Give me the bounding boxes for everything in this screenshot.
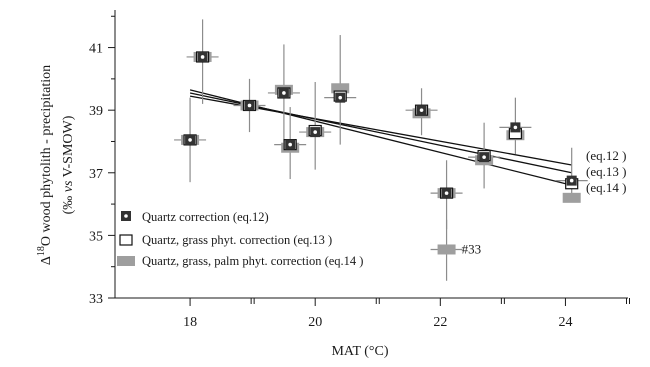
y-axis-label: Δ18O wood phytolith - precipitation (‰ v…: [36, 65, 76, 265]
regression-labels: (eq.12 )(eq.13 )(eq.14 ): [586, 148, 626, 195]
regression-label: (eq.13 ): [586, 164, 626, 179]
y-axis-label-sup: 18: [36, 246, 47, 256]
marker-eq14: [437, 244, 456, 255]
regression-label: (eq.14 ): [586, 180, 626, 195]
marker-eq12-dot: [282, 91, 286, 95]
x-tick-label: 22: [433, 315, 447, 330]
data-markers: [181, 51, 581, 255]
y-axis-label-unit-b: V-SMOW): [61, 115, 76, 180]
y-tick-label: 33: [89, 292, 103, 307]
x-tick-label: 24: [558, 315, 572, 330]
legend: Quartz correction (eq.12) Quartz, grass p…: [117, 210, 363, 268]
svg-text:(‰ vs V-SMOW): (‰ vs V-SMOW): [61, 115, 76, 214]
marker-eq12-dot: [482, 155, 486, 159]
legend-swatch-eq13: [119, 234, 133, 246]
marker-eq12-dot: [419, 108, 424, 112]
y-axis-label-delta: Δ: [39, 256, 54, 265]
marker-eq12-dot: [513, 125, 518, 130]
legend-swatch-eq14: [117, 256, 135, 266]
marker-eq12-dot: [188, 138, 192, 142]
y-axis-label-rest: O wood phytolith - precipitation: [39, 65, 54, 246]
y-tick-label: 37: [89, 167, 103, 182]
marker-eq12-dot: [338, 95, 343, 100]
y-tick-label: 41: [89, 42, 103, 57]
marker-eq12-dot: [200, 55, 205, 59]
marker-eq12-dot: [313, 130, 317, 134]
x-tick-label: 18: [183, 315, 197, 330]
regression-label: (eq.12 ): [586, 148, 626, 163]
marker-eq12-dot: [444, 191, 449, 195]
x-axis-label: MAT (°C): [331, 344, 388, 359]
annotation-label: #33: [462, 241, 482, 256]
x-tick-label: 20: [308, 315, 322, 330]
marker-eq12-dot: [247, 103, 252, 108]
legend-label-eq12: Quartz correction (eq.12): [142, 210, 269, 224]
svg-text:Δ18O wood phytolith - precipit: Δ18O wood phytolith - precipitation: [36, 65, 54, 265]
axes: 33 35 37 39 41 18 20 22 24: [89, 10, 630, 330]
marker-eq14: [331, 83, 350, 94]
marker-eq14: [562, 192, 581, 203]
y-axis-label-unit-vs: vs: [61, 180, 76, 192]
annotations: #33: [462, 241, 482, 256]
y-tick-label: 39: [89, 104, 103, 119]
marker-eq12-dot: [569, 178, 574, 183]
legend-label-eq13: Quartz, grass phyt. correction (eq.13 ): [142, 233, 332, 247]
y-tick-label: 35: [89, 229, 103, 244]
legend-swatch-eq12-dot: [124, 214, 128, 218]
marker-eq12-dot: [288, 142, 292, 147]
legend-label-eq14: Quartz, grass, palm phyt. correction (eq…: [142, 254, 363, 268]
y-axis-label-unit-a: (‰: [61, 192, 76, 214]
